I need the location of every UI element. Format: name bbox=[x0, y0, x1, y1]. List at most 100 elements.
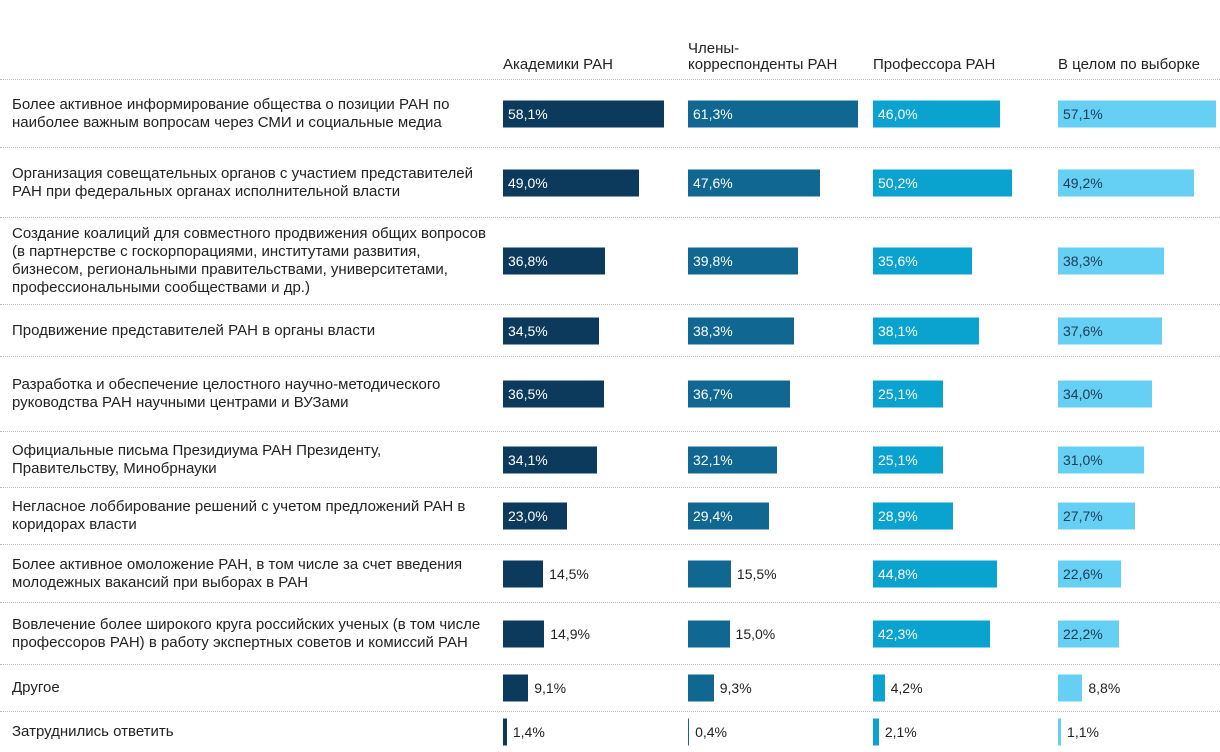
value-label: 38,3% bbox=[693, 322, 733, 339]
bar bbox=[873, 380, 943, 408]
bar bbox=[1058, 674, 1083, 702]
value-label: 15,5% bbox=[736, 565, 777, 582]
bar bbox=[688, 502, 770, 530]
row-label: Более активное информирование общества о… bbox=[12, 95, 450, 131]
row: Более активное омоложение РАН, в том чис… bbox=[0, 545, 1220, 603]
bar bbox=[688, 560, 731, 587]
bar bbox=[1058, 317, 1163, 344]
value-label: 28,9% bbox=[878, 508, 918, 524]
value-label: 31,0% bbox=[1063, 451, 1103, 468]
value-label: 47,6% bbox=[693, 174, 733, 191]
row: Затруднились ответить 1,4% 0,4% 2,1% 1,1% bbox=[0, 712, 1220, 752]
row-label: Вовлечение более широкого круга российск… bbox=[12, 615, 481, 651]
bar bbox=[688, 674, 714, 702]
value-label: 22,2% bbox=[1063, 625, 1103, 642]
bar bbox=[503, 247, 605, 275]
bar bbox=[503, 674, 529, 702]
bar bbox=[503, 317, 599, 344]
row: Продвижение представителей РАН в органы … bbox=[0, 305, 1220, 357]
bar bbox=[873, 502, 954, 530]
value-label: 42,3% bbox=[878, 625, 918, 642]
value-label: 61,3% bbox=[693, 105, 733, 122]
bar bbox=[1058, 380, 1153, 408]
bar bbox=[873, 247, 972, 275]
header-row: Академики РАН Члены-корреспонденты РАН Про… bbox=[0, 0, 1220, 80]
value-label: 35,6% bbox=[878, 253, 918, 269]
bar bbox=[688, 380, 790, 408]
value-label: 0,4% bbox=[695, 724, 728, 740]
bar bbox=[873, 674, 885, 702]
value-label: 37,6% bbox=[1063, 322, 1103, 339]
row-label: Продвижение представителей РАН в органы … bbox=[12, 321, 376, 339]
column-header: Академики РАН bbox=[503, 56, 613, 73]
value-label: 29,4% bbox=[693, 508, 733, 524]
bar bbox=[503, 502, 567, 530]
bar bbox=[873, 100, 1001, 127]
bar bbox=[873, 317, 979, 344]
value-label: 8,8% bbox=[1088, 680, 1121, 696]
bar bbox=[873, 620, 991, 647]
row: Негласное лоббирование решений с учетом … bbox=[0, 488, 1220, 545]
bar bbox=[873, 169, 1013, 196]
value-label: 25,1% bbox=[878, 451, 918, 468]
row: Более активное информирование общества о… bbox=[0, 80, 1220, 148]
value-label: 22,6% bbox=[1063, 565, 1103, 582]
value-label: 34,5% bbox=[508, 322, 548, 339]
value-label: 38,3% bbox=[1063, 253, 1103, 269]
row-label: Разработка и обеспечение целостного науч… bbox=[12, 376, 441, 411]
value-label: 14,9% bbox=[550, 625, 590, 642]
row-label: Организация совещательных органов с учас… bbox=[12, 164, 473, 200]
bar bbox=[503, 718, 507, 746]
bar bbox=[1058, 620, 1120, 647]
bar bbox=[503, 169, 639, 196]
bar bbox=[1058, 718, 1062, 746]
bar bbox=[873, 718, 879, 746]
value-label: 23,0% bbox=[508, 508, 548, 524]
value-label: 27,7% bbox=[1063, 508, 1103, 524]
value-label: 32,1% bbox=[693, 451, 733, 468]
value-label: 1,4% bbox=[512, 724, 545, 740]
row: Официальные письма Президиума РАН Презид… bbox=[0, 432, 1220, 488]
value-label: 1,1% bbox=[1067, 724, 1099, 740]
bar bbox=[688, 446, 777, 473]
bar bbox=[503, 446, 598, 473]
value-label: 14,5% bbox=[549, 565, 589, 582]
value-label: 34,0% bbox=[1063, 386, 1103, 402]
bar bbox=[1058, 502, 1135, 530]
value-label: 36,5% bbox=[508, 386, 548, 402]
bar bbox=[1058, 446, 1144, 473]
column-header: Члены-корреспонденты РАН bbox=[688, 40, 838, 73]
value-label: 2,1% bbox=[884, 724, 917, 740]
row: Вовлечение более широкого круга российск… bbox=[0, 603, 1220, 665]
column-header: В целом по выборке bbox=[1058, 56, 1200, 73]
value-label: 46,0% bbox=[878, 105, 918, 122]
value-label: 9,1% bbox=[534, 680, 567, 696]
row: Организация совещательных органов с учас… bbox=[0, 148, 1220, 218]
bar bbox=[688, 169, 820, 196]
bar bbox=[503, 560, 544, 587]
value-label: 38,1% bbox=[878, 322, 918, 339]
bar bbox=[688, 100, 858, 127]
bar bbox=[503, 620, 545, 647]
value-label: 34,1% bbox=[508, 451, 548, 468]
column-header: Профессора РАН bbox=[873, 56, 996, 73]
bar bbox=[688, 247, 799, 275]
value-label: 39,8% bbox=[693, 253, 733, 269]
bar bbox=[1058, 560, 1121, 587]
bar bbox=[873, 446, 943, 473]
value-label: 36,7% bbox=[693, 386, 733, 402]
row-label: Создание коалиций для совместного продви… bbox=[12, 225, 486, 296]
row-label: Более активное омоложение РАН, в том чис… bbox=[12, 555, 463, 591]
value-label: 49,2% bbox=[1063, 174, 1103, 191]
row-label: Затруднились ответить bbox=[12, 723, 174, 740]
row: Другое 9,1% 9,3% 4,2% 8,8% bbox=[0, 665, 1220, 712]
row: Разработка и обеспечение целостного науч… bbox=[0, 357, 1220, 432]
value-label: 49,0% bbox=[508, 174, 548, 191]
value-label: 50,2% bbox=[878, 174, 918, 191]
bar bbox=[688, 317, 795, 344]
value-label: 4,2% bbox=[890, 680, 923, 696]
bar bbox=[1058, 247, 1165, 275]
bar bbox=[503, 380, 605, 408]
value-label: 9,3% bbox=[719, 680, 752, 696]
